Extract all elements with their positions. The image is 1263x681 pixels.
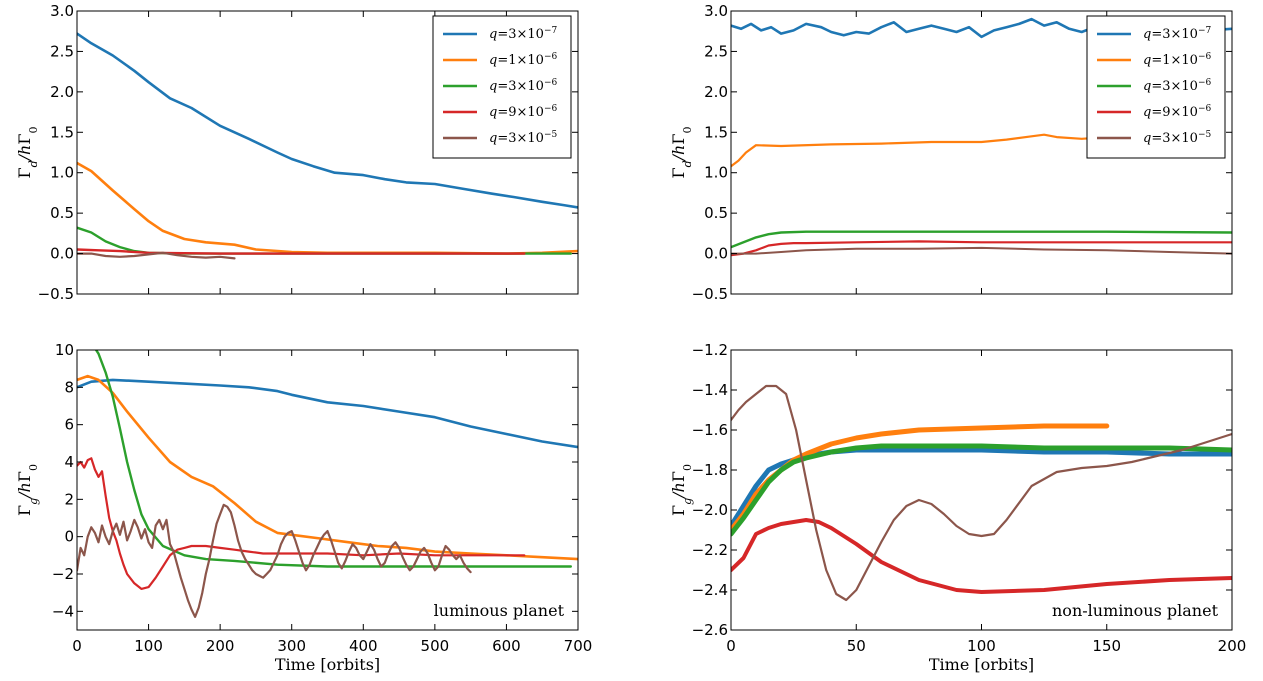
y-tick-label: −0.5 xyxy=(38,285,74,303)
x-tick-label: 200 xyxy=(206,637,235,655)
y-tick-label: 6 xyxy=(64,416,74,434)
y-tick-label: −1.4 xyxy=(692,381,728,399)
series-line-3 xyxy=(77,226,572,255)
series-line-3 xyxy=(94,350,572,568)
series-line-2 xyxy=(731,423,1110,533)
legend: q=3×10−7 q=1×10−6 q=3×10−6 q=9×10−6 q=3×10−5 xyxy=(1086,15,1226,159)
y-tick-label: 2.5 xyxy=(50,42,74,60)
x-tick-label: 400 xyxy=(349,637,378,655)
series-line-4 xyxy=(77,457,526,591)
y-axis-label: Γd/hΓ0 xyxy=(669,127,694,179)
y-tick-label: 2.0 xyxy=(50,83,74,101)
y-tick-label: −2.4 xyxy=(692,581,728,599)
series-line-5 xyxy=(731,246,1232,255)
y-tick-label: 10 xyxy=(55,341,74,359)
legend-entry-label: q=9×10−6 xyxy=(1143,104,1211,120)
x-axis-label: Time [orbits] xyxy=(929,655,1034,674)
series-line-2 xyxy=(77,161,578,255)
y-tick-label: 0.5 xyxy=(50,204,74,222)
y-tick-label: 0.5 xyxy=(704,204,728,222)
x-tick-label: 50 xyxy=(847,637,866,655)
series-group xyxy=(731,384,1232,602)
y-tick-label: 1.5 xyxy=(704,123,728,141)
series-line-3 xyxy=(731,443,1232,537)
x-tick-label: 0 xyxy=(726,637,736,655)
y-tick-label: −2.2 xyxy=(692,541,728,559)
y-axis-label: Γg/hΓ0 xyxy=(669,464,694,516)
y-tick-label: −0.5 xyxy=(692,285,728,303)
x-tick-label: 300 xyxy=(277,637,306,655)
x-tick-label: 500 xyxy=(421,637,450,655)
legend: q=3×10−7 q=1×10−6 q=3×10−6 q=9×10−6 q=3×10−5 xyxy=(432,15,572,159)
y-tick-label: 1.5 xyxy=(50,123,74,141)
series-line-5 xyxy=(77,503,472,619)
y-tick-label: −2.0 xyxy=(692,501,728,519)
series-line-1 xyxy=(731,447,1232,529)
legend-entry-label: q=1×10−6 xyxy=(489,52,557,68)
y-tick-label: 2.5 xyxy=(704,42,728,60)
y-tick-label: 0.0 xyxy=(704,245,728,263)
x-tick-label: 150 xyxy=(1092,637,1121,655)
y-tick-label: −2.6 xyxy=(692,621,728,639)
x-axis-label: Time [orbits] xyxy=(275,655,380,674)
plot-frame xyxy=(76,349,579,631)
y-axis-label: Γd/hΓ0 xyxy=(15,127,40,179)
y-tick-label: 1.0 xyxy=(50,164,74,182)
y-tick-label: 0.0 xyxy=(50,245,74,263)
legend-entry-label: q=1×10−6 xyxy=(1143,52,1211,68)
panel-bottom-left: 0 100 200 300 400 500 600 700 −4 −2 0 2 4 6 8 10 Γg/hΓ0 T… xyxy=(15,341,592,674)
x-tick-label: 100 xyxy=(134,637,163,655)
y-tick-label: −1.2 xyxy=(692,341,728,359)
plot-frame xyxy=(76,10,579,295)
legend-entry-label: q=9×10−6 xyxy=(489,104,557,120)
y-tick-label: −1.8 xyxy=(692,461,728,479)
y-tick-label: 2.0 xyxy=(704,83,728,101)
legend-entry-label: q=3×10−5 xyxy=(1143,130,1211,146)
x-tick-label: 100 xyxy=(967,637,996,655)
panel-annotation: luminous planet xyxy=(434,601,565,620)
plot-frame xyxy=(730,349,1233,631)
series-line-1 xyxy=(77,378,578,449)
x-tick-label: 0 xyxy=(72,637,82,655)
series-line-4 xyxy=(77,248,526,255)
legend-entry-label: q=3×10−6 xyxy=(1143,78,1211,94)
legend-entry-label: q=3×10−6 xyxy=(489,78,557,94)
series-line-4 xyxy=(731,518,1232,594)
y-tick-label: 1.0 xyxy=(704,164,728,182)
panel-top-left: −0.50.00.51.01.52.02.53.0Γd/hΓ0q=3×10−7q… xyxy=(15,2,579,303)
y-tick-label: 8 xyxy=(64,378,74,396)
legend-entry-label: q=3×10−7 xyxy=(489,26,557,42)
y-tick-label: 4 xyxy=(64,453,74,471)
y-tick-label: −2 xyxy=(52,565,74,583)
y-tick-label: 3.0 xyxy=(704,2,728,20)
y-tick-label: 3.0 xyxy=(50,2,74,20)
y-tick-label: 2 xyxy=(64,490,74,508)
panel-bottom-right: 0 50 100 150 200 −2.6 −2.4 −2.2 −2.0 −1.8 −1.6 −1.4… xyxy=(669,341,1246,674)
series-line-1 xyxy=(77,32,578,209)
y-tick-label: 0 xyxy=(64,528,74,546)
series-line-2 xyxy=(731,133,1121,168)
x-tick-label: 200 xyxy=(1218,637,1247,655)
y-tick-label: −1.6 xyxy=(692,421,728,439)
x-tick-label: 700 xyxy=(564,637,593,655)
series-line-5 xyxy=(77,251,236,260)
x-tick-label: 600 xyxy=(492,637,521,655)
series-line-4 xyxy=(731,240,1232,257)
series-line-2 xyxy=(77,374,578,561)
legend-entry-label: q=3×10−5 xyxy=(489,130,557,146)
y-tick-label: −4 xyxy=(52,602,74,620)
series-group xyxy=(77,350,578,619)
y-axis-label: Γg/hΓ0 xyxy=(15,464,40,516)
series-line-5 xyxy=(731,384,1232,602)
panel-annotation: non-luminous planet xyxy=(1052,601,1219,620)
series-group xyxy=(77,32,578,260)
legend-entry-label: q=3×10−7 xyxy=(1143,26,1211,42)
panel-top-right: −0.50.00.51.01.52.02.53.0Γd/hΓ0q=3×10−7q… xyxy=(669,2,1233,303)
series-line-3 xyxy=(731,230,1232,249)
